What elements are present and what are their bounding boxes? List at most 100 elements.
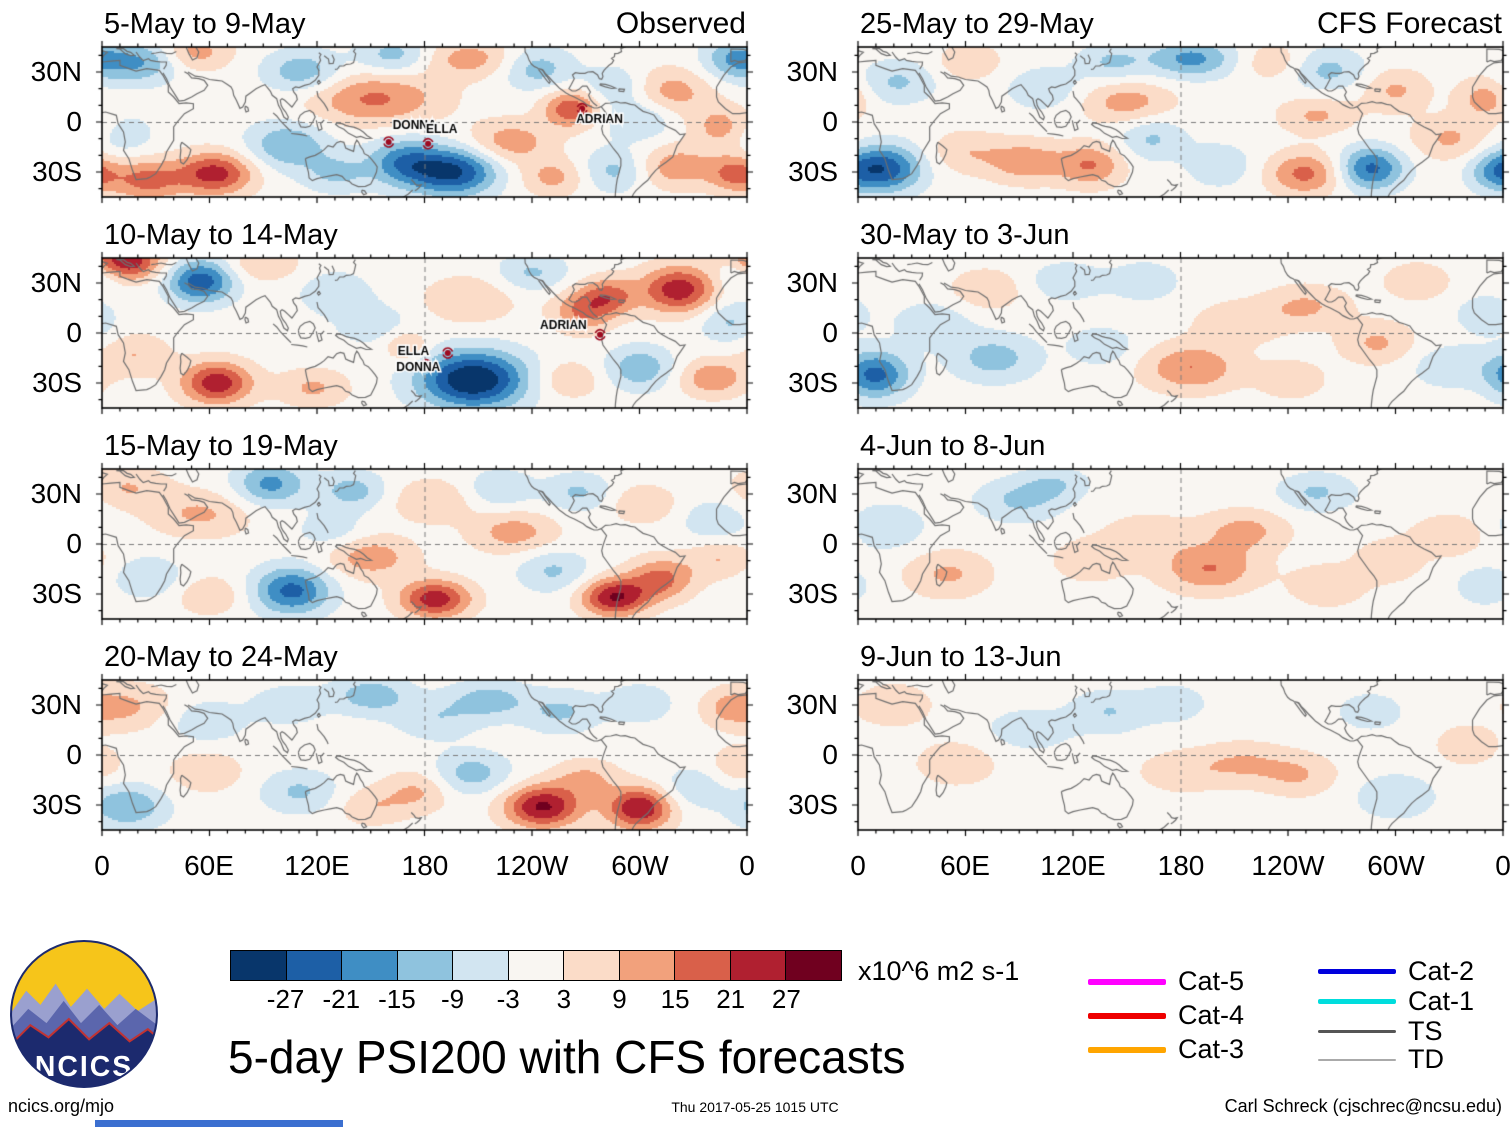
- map-canvas-forecast-1: [851, 40, 1510, 204]
- panel-title: 15-May to 19-May: [95, 428, 754, 462]
- column-header-forecast: CFS Forecast: [1316, 7, 1502, 40]
- lon-tick-label: 60E: [940, 850, 990, 881]
- colorbar-tick-label: 27: [771, 984, 801, 1014]
- lat-tick-label: 30N: [786, 478, 838, 509]
- lat-tick-label: 30S: [32, 156, 82, 187]
- legend-item-ts: TS: [1318, 1018, 1443, 1045]
- panel-date-label: 15-May to 19-May: [104, 430, 338, 462]
- lon-tick-label: 180: [401, 850, 449, 881]
- lon-tick-label: 60W: [611, 850, 669, 881]
- panel-date-label: 25-May to 29-May: [860, 8, 1094, 40]
- lat-tick-label: 30S: [32, 578, 82, 609]
- panel-title: 9-Jun to 13-Jun: [851, 639, 1510, 673]
- panel-title: 10-May to 14-May: [95, 217, 754, 251]
- lat-tick-label: 30S: [32, 367, 82, 398]
- lat-axis-labels: 30N 0 30S: [0, 462, 95, 626]
- colorbar-box: [396, 950, 454, 981]
- lat-axis-labels: 30N 0 30S: [0, 251, 95, 415]
- lat-tick-label: 30N: [30, 478, 82, 509]
- lat-tick-label: 30S: [32, 789, 82, 820]
- map-canvas-forecast-4: [851, 673, 1510, 837]
- colorbar-tick-label: 15: [660, 984, 690, 1014]
- lat-tick-label: 30S: [788, 578, 838, 609]
- legend-swatch-cat2: [1318, 969, 1396, 974]
- legend-label: Cat-4: [1178, 1000, 1245, 1030]
- panel-title: 30-May to 3-Jun: [851, 217, 1510, 251]
- legend-item-cat4: Cat-4: [1088, 1002, 1244, 1029]
- legend-label: Cat-3: [1178, 1034, 1245, 1064]
- legend-swatch-cat5: [1088, 978, 1166, 985]
- lat-axis-labels: 30N 0 30S: [0, 40, 95, 204]
- lat-axis-labels: 30N 0 30S: [754, 673, 851, 837]
- panel-title: 20-May to 24-May: [95, 639, 754, 673]
- ncics-logo-text: NCICS: [35, 1051, 133, 1083]
- footer-url: ncics.org/mjo: [8, 1096, 115, 1116]
- lon-tick-label: 0: [850, 850, 866, 881]
- panel-date-label: 30-May to 3-Jun: [860, 219, 1070, 251]
- lat-tick-label: 30S: [788, 367, 838, 398]
- colorbar-box: [230, 950, 287, 981]
- panel-date-label: 9-Jun to 13-Jun: [860, 641, 1062, 673]
- colorbar-box: [563, 950, 620, 981]
- legend-item-cat1: Cat-1: [1318, 988, 1474, 1015]
- legend-label: Cat-2: [1408, 956, 1475, 986]
- colorbar-box: [785, 950, 843, 981]
- colorbar-box: [729, 950, 787, 981]
- legend-item-cat3: Cat-3: [1088, 1036, 1244, 1063]
- lat-tick-label: 30S: [788, 789, 838, 820]
- panel-row: 10-May to 14-May 30-May to 3-Jun 30N 0 3…: [0, 217, 1510, 415]
- legend-swatch-td: [1318, 1058, 1396, 1061]
- lat-tick-label: 30N: [30, 689, 82, 720]
- legend-swatch-cat3: [1088, 1046, 1166, 1053]
- lon-axis-labels: 0 60E 120E 180 120W 60W 0: [94, 850, 755, 894]
- map-canvas-observed-2: [95, 251, 754, 415]
- lat-tick-label: 30S: [788, 156, 838, 187]
- legend-label: TS: [1408, 1016, 1443, 1046]
- ncics-logo: NCICS: [10, 940, 158, 1088]
- panel-date-label: 4-Jun to 8-Jun: [860, 430, 1046, 462]
- lon-tick-label: 120W: [495, 850, 569, 881]
- figure-title: 5-day PSI200 with CFS forecasts: [228, 1031, 906, 1083]
- legend-item-td: TD: [1318, 1046, 1444, 1073]
- colorbar-tick-label: -3: [496, 984, 520, 1014]
- colorbar-labels: -27 -21 -15 -9 -3 3 9 15 21 27: [230, 986, 842, 1016]
- map-canvas-observed-3: [95, 462, 754, 626]
- colorbar-box: [285, 950, 343, 981]
- panel-title: 4-Jun to 8-Jun: [851, 428, 1510, 462]
- lat-axis-labels: 30N 0 30S: [0, 673, 95, 837]
- lat-tick-label: 0: [66, 106, 82, 137]
- panel-row: 5-May to 9-May Observed 25-May to 29-May…: [0, 6, 1510, 204]
- lon-tick-label: 120E: [1040, 850, 1106, 881]
- map-canvas-forecast-3: [851, 462, 1510, 626]
- legend-swatch-cat4: [1088, 1012, 1166, 1019]
- colorbar-tick-label: 9: [612, 984, 627, 1014]
- lon-axis-labels: 0 60E 120E 180 120W 60W 0: [850, 850, 1510, 894]
- legend-item-cat2: Cat-2: [1318, 958, 1474, 985]
- lat-tick-label: 0: [822, 739, 838, 770]
- panel-date-label: 10-May to 14-May: [104, 219, 338, 251]
- panel-title: 5-May to 9-May Observed: [95, 6, 754, 40]
- lon-tick-label: 180: [1157, 850, 1205, 881]
- colorbar-tick-label: -21: [322, 984, 361, 1014]
- panel-date-label: 5-May to 9-May: [104, 8, 306, 40]
- colorbar-tick-label: -27: [266, 984, 305, 1014]
- lat-tick-label: 0: [822, 317, 838, 348]
- lat-tick-label: 30N: [786, 267, 838, 298]
- colorbar-box: [341, 950, 398, 981]
- lon-tick-label: 60W: [1367, 850, 1425, 881]
- colorbar-tick-label: -9: [440, 984, 465, 1014]
- footer: NCICS -27 -21 -15 -9 -3 3 9 15 21: [0, 894, 1510, 1127]
- lat-tick-label: 0: [822, 528, 838, 559]
- panel-row: 15-May to 19-May 4-Jun to 8-Jun 30N 0 30…: [0, 428, 1510, 626]
- lat-tick-label: 0: [66, 739, 82, 770]
- panel-row: 20-May to 24-May 9-Jun to 13-Jun 30N 0 3…: [0, 639, 1510, 837]
- colorbar-tick-label: 3: [556, 984, 572, 1014]
- lon-axis-row: 0 60E 120E 180 120W 60W 0 0 60E 120E 180…: [0, 850, 1510, 894]
- lat-axis-labels: 30N 0 30S: [754, 251, 851, 415]
- panel-date-label: 20-May to 24-May: [104, 641, 338, 673]
- map-canvas-observed-4: [95, 673, 754, 837]
- lat-tick-label: 30N: [786, 56, 838, 87]
- lat-tick-label: 30N: [30, 267, 82, 298]
- map-canvas-forecast-2: [851, 251, 1510, 415]
- lon-tick-label: 0: [739, 850, 755, 881]
